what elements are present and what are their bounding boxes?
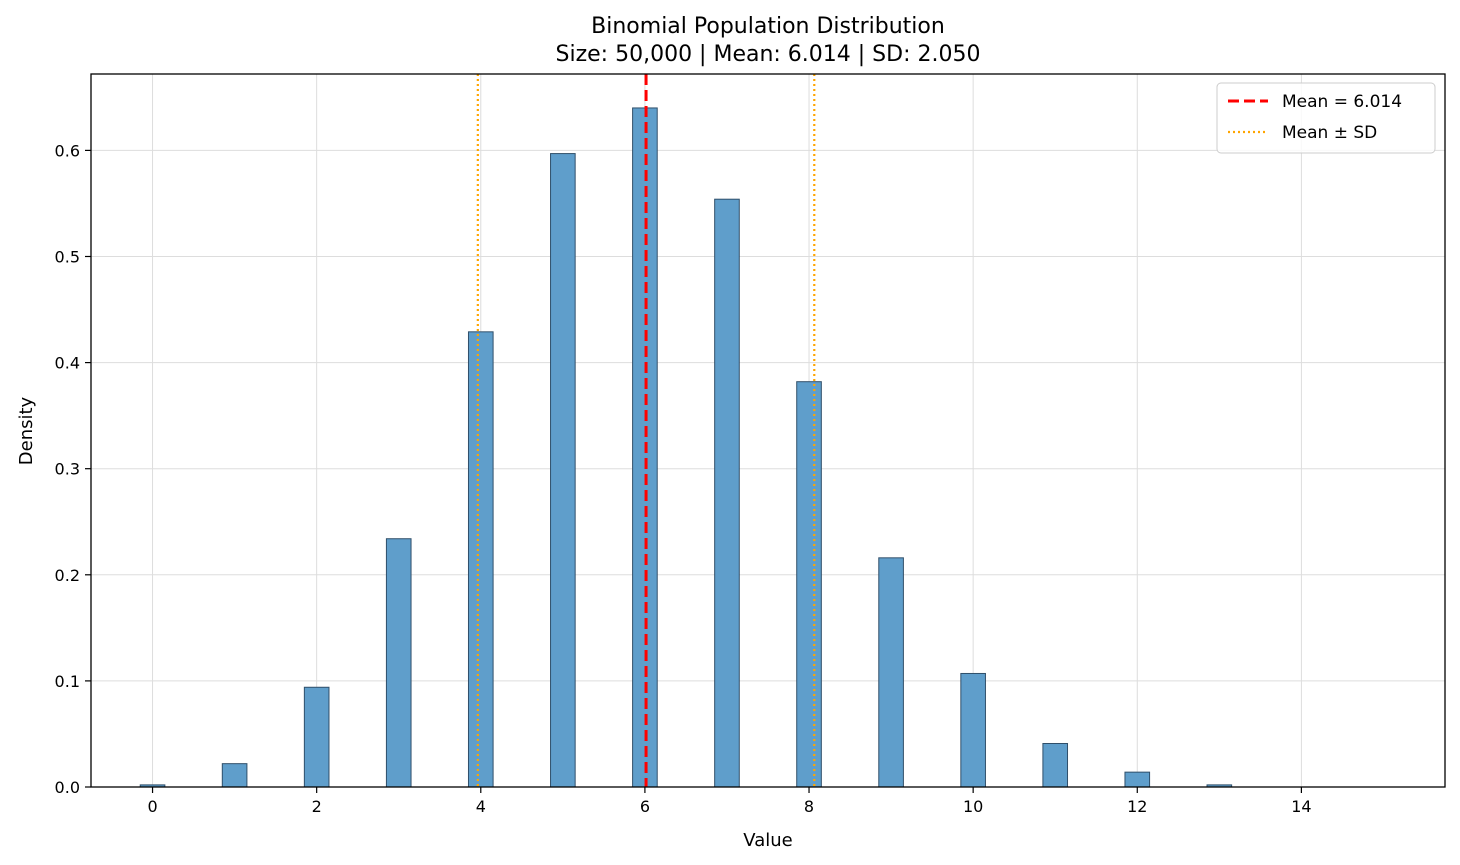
y-tick-label: 0.5 xyxy=(55,247,80,266)
histogram-bar xyxy=(303,686,330,788)
bars xyxy=(139,107,1233,788)
histogram-bar xyxy=(467,331,494,788)
histogram-bar xyxy=(714,198,740,788)
x-tick-label: 6 xyxy=(640,797,650,816)
histogram-bar xyxy=(1124,771,1151,788)
x-tick-label: 10 xyxy=(963,797,983,816)
histogram-bar xyxy=(878,557,904,788)
y-tick-label: 0.0 xyxy=(55,778,80,797)
histogram-bar xyxy=(385,538,412,788)
histogram-bar xyxy=(221,763,248,788)
chart-title: Binomial Population Distribution xyxy=(591,14,945,39)
y-tick-label: 0.3 xyxy=(55,460,80,479)
histogram-bar xyxy=(1042,742,1069,788)
y-axis-ticks: 0.0 0.1 0.2 0.3 0.4 0.5 0.6 xyxy=(55,141,91,797)
chart-subtitle: Size: 50,000 | Mean: 6.014 | SD: 2.050 xyxy=(556,42,981,67)
histogram-bar xyxy=(796,381,822,788)
x-axis-ticks: 0 2 4 6 8 10 12 14 xyxy=(147,787,1312,816)
x-tick-label: 12 xyxy=(1127,797,1147,816)
y-tick-label: 0.2 xyxy=(55,566,80,585)
y-tick-label: 0.6 xyxy=(55,141,80,160)
histogram-bar xyxy=(550,153,576,788)
histogram-bar xyxy=(960,672,986,788)
plot-frame xyxy=(90,73,1446,788)
reference-lines xyxy=(476,74,816,787)
legend: Mean = 6.014 Mean ± SD xyxy=(1216,82,1436,154)
y-tick-label: 0.1 xyxy=(55,672,80,691)
x-axis-label: Value xyxy=(743,830,792,851)
legend-mean-label: Mean = 6.014 xyxy=(1282,92,1402,112)
grid xyxy=(91,74,1445,788)
x-tick-label: 8 xyxy=(804,797,814,816)
y-tick-label: 0.4 xyxy=(55,354,80,373)
x-tick-label: 0 xyxy=(147,797,157,816)
x-tick-label: 14 xyxy=(1291,797,1311,816)
legend-sd-label: Mean ± SD xyxy=(1282,123,1377,143)
x-tick-label: 4 xyxy=(476,797,486,816)
legend-box xyxy=(1216,82,1436,154)
x-tick-label: 2 xyxy=(312,797,322,816)
y-axis-label: Density xyxy=(16,396,37,465)
